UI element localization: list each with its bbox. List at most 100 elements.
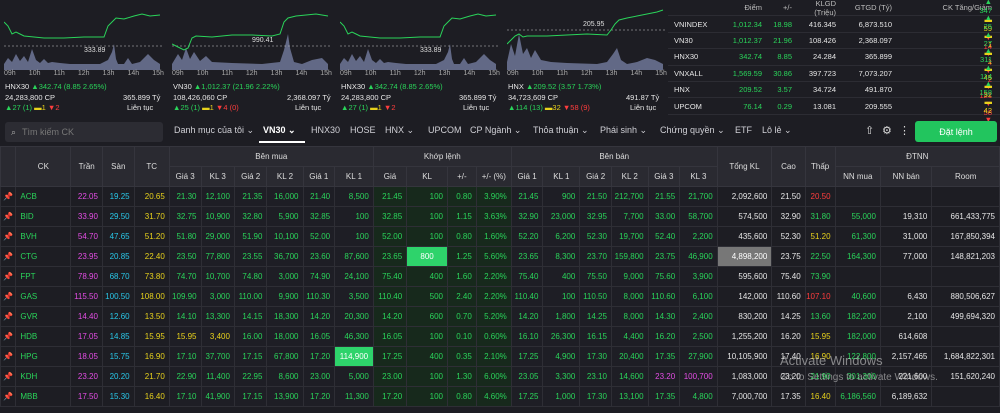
mini-chart-2[interactable]: 333.89 09h 10h 11h 12h 13h 14h 15h HNX30 ▲342.… [336,0,501,116]
index-row[interactable]: VNXALL 1,569.59 30.86 397.723 7,073.207 ▲ 311 … [668,46,1000,100]
table-row[interactable]: 📌 BID 33.90 29.50 31.70 32.75 10,900 32.80 5,900… [0,206,1000,227]
cell: 3,500 [334,286,374,307]
pin-icon[interactable]: 📌 [0,246,17,267]
cell: 31,000 [879,226,933,247]
table-row[interactable]: 📌 GAS 115.50 100.50 108.00 109.90 3,000 110.00 9… [0,286,1000,307]
menu-item[interactable]: Lô lẻ ⌄ [762,125,792,135]
cell: 142,000 [716,286,773,307]
cell: 14.40 [70,306,103,327]
mini-chart-1[interactable]: 990.41 09h 10h 11h 12h 13h 14h 15h VN30 ▲1,012… [168,0,333,116]
pin-icon[interactable]: 📌 [0,346,17,367]
index-row[interactable]: VNINDEX 1,012.34 18.98 416.345 6,873.510 ▲ 347… [668,0,1000,51]
col-nn-header[interactable]: NN bán [879,166,933,187]
pin-column-header [0,146,17,187]
col-sub-header[interactable]: Giá 3 [168,166,202,187]
table-row[interactable]: 📌 GVR 14.40 12.60 13.50 14.10 13,300 14.15 18,30… [0,306,1000,327]
col-tc[interactable]: TC [133,146,170,187]
table-row[interactable]: 📌 MBB 17.50 15.30 16.40 17.10 41,900 17.15 13,90… [0,386,1000,407]
pin-icon[interactable]: 📌 [0,226,17,247]
gear-icon[interactable]: ⚙ [882,125,892,137]
upload-icon[interactable]: ⇧ [865,125,875,137]
menu-item[interactable]: Danh mục của tôi ⌄ [174,125,255,135]
pin-icon[interactable]: 📌 [0,266,17,287]
table-row[interactable]: 📌 HPG 18.05 15.75 16.90 17.10 37,700 17.15 67,80… [0,346,1000,367]
index-row[interactable]: HNX 209.52 3.57 34.724 491.870 ▲ 114 ▬ 32 ▼ 58 [668,63,1000,117]
col-sub-header[interactable]: Giá 2 [579,166,612,187]
col-thap[interactable]: Thấp [804,146,836,187]
place-order-button[interactable]: Đặt lệnh [915,121,997,142]
menu-item[interactable]: Chứng quyền ⌄ [660,125,725,135]
col-cao[interactable]: Cao [771,146,806,187]
menu-item[interactable]: HOSE [350,125,376,135]
cell: 52.30 [579,226,612,247]
cell: 6,430 [879,286,933,307]
cell [879,186,933,207]
cell: 0.80 [447,226,477,247]
col-sub-header[interactable]: Giá 1 [510,166,544,187]
table-row[interactable]: 📌 BVH 54.70 47.65 51.20 51.80 29,000 51.90 10,10… [0,226,1000,247]
menu-item[interactable]: HNX ⌄ [385,125,415,135]
cell: 46,900 [679,246,718,267]
cell: 15.75 [101,346,135,367]
pin-icon[interactable]: 📌 [0,186,17,207]
mini-chart-3[interactable]: 205.95 09h 10h 11h 12h 13h 14h 15h HNX ▲209.52… [503,0,668,116]
cell: 20.50 [804,186,836,207]
col-san[interactable]: Sàn [101,146,135,187]
menu-item[interactable]: UPCOM [428,125,462,135]
time-axis: 09h 10h 11h 12h 13h 14h 15h [172,70,332,77]
cell: 23.65 [510,246,544,267]
col-sub-header[interactable]: KL 2 [266,166,304,187]
cell: 1,800 [542,306,581,327]
menu-item[interactable]: ETF [735,125,752,135]
menu-item[interactable]: VN30 ⌄ [263,125,296,135]
index-row[interactable]: HNX30 342.74 8.85 24.284 365.899 ▲ 27 ▬ 1 ▼ 2 [668,30,1000,84]
menu-item[interactable]: Thỏa thuận ⌄ [533,125,589,135]
col-sub-header[interactable]: KL 1 [334,166,374,187]
col-sub-header[interactable]: Giá 2 [233,166,268,187]
more-icon[interactable]: ⋮ [899,125,910,137]
mini-chart-plot: 333.89 [4,4,164,70]
pin-icon[interactable]: 📌 [0,386,17,407]
col-sub-header[interactable]: +/- [447,166,477,187]
col-sub-header[interactable]: Giá [372,166,408,187]
table-row[interactable]: 📌 ACB 22.05 19.25 20.65 21.30 12,100 21.35 16,00… [0,186,1000,207]
cell: 2,200 [679,226,718,247]
col-sub-header[interactable]: KL 2 [610,166,649,187]
cell: 499,694,320 [931,306,1000,327]
pin-icon[interactable]: 📌 [0,366,17,387]
col-sub-header[interactable]: KL 3 [679,166,718,187]
svg-text:333.89: 333.89 [84,47,106,54]
col-sub-header[interactable]: KL [406,166,448,187]
pin-icon[interactable]: 📌 [0,326,17,347]
col-sub-header[interactable]: Giá 1 [302,166,336,187]
cell: MBB [15,386,72,407]
menu-item[interactable]: CP Ngành ⌄ [470,125,522,135]
col-tong-kl[interactable]: Tổng KL [716,146,773,187]
mini-chart-0[interactable]: 333.89 09h 10h 11h 12h 13h 14h 15h HNX30 ▲342.… [0,0,165,116]
menu-item[interactable]: Phái sinh ⌄ [600,125,648,135]
pin-icon[interactable]: 📌 [0,306,17,327]
cell: 41,900 [200,386,235,407]
col-nn-header[interactable]: NN mua [834,166,881,187]
table-row[interactable]: 📌 CTG 23.95 20.85 22.40 23.50 77,800 23.55 36,70… [0,246,1000,267]
col-sub-header[interactable]: KL 1 [542,166,581,187]
col-tran[interactable]: Trần [70,146,103,187]
col-sub-header[interactable]: KL 3 [200,166,235,187]
index-row[interactable]: VN30 1,012.37 21.96 108.426 2,368.097 ▲ 25 ▬ 1 … [668,13,1000,67]
table-row[interactable]: 📌 HDB 17.05 14.85 15.95 15.95 3,400 16.00 18,000… [0,326,1000,347]
table-row[interactable]: 📌 FPT 78.90 68.70 73.80 74.70 10,700 74.80 3,000… [0,266,1000,287]
cell: 100 [406,186,448,207]
menu-item[interactable]: HNX30 [311,125,341,135]
col-nn-header[interactable]: Room [931,166,1000,187]
cell: 23.95 [70,246,103,267]
col-ck[interactable]: CK [15,146,72,187]
col-sub-header[interactable]: Giá 3 [647,166,681,187]
col-sub-header[interactable]: +/- (%) [475,166,512,187]
pin-icon[interactable]: 📌 [0,206,17,227]
pin-icon[interactable]: 📌 [0,286,17,307]
time-axis: 09h 10h 11h 12h 13h 14h 15h [340,70,500,77]
search-input[interactable]: ⌕ Tìm kiếm CK [5,122,163,142]
cell: 167,850,394 [931,226,1000,247]
cell: 55,000 [834,206,881,227]
